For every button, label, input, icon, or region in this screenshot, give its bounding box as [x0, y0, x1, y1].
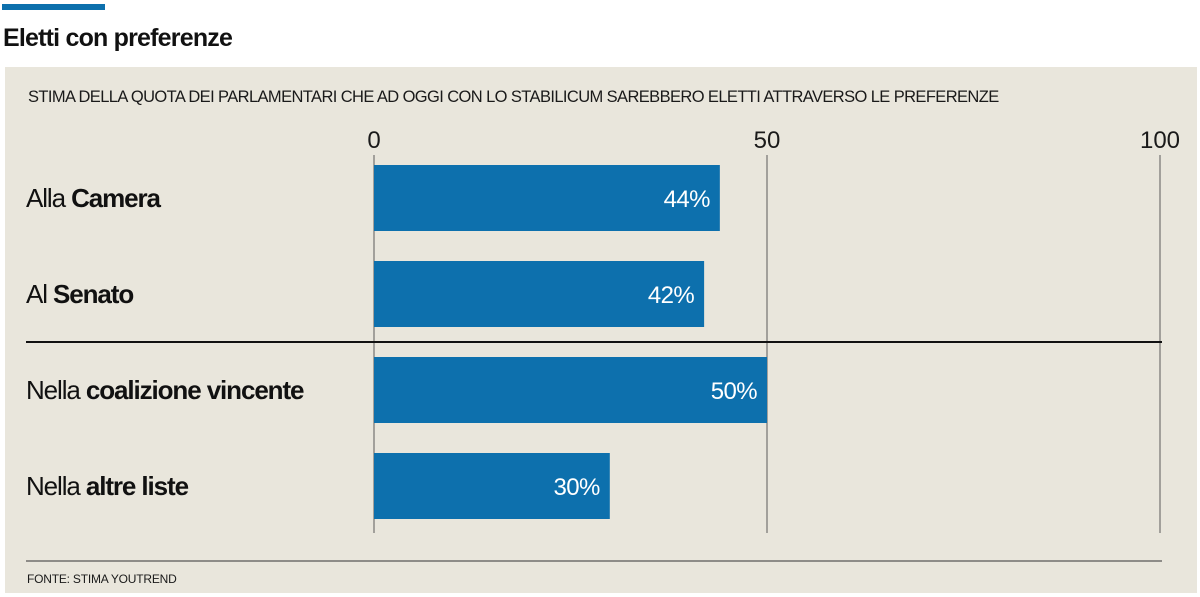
- tick-label-0: 0: [367, 127, 380, 154]
- category-prefix-1: Al: [26, 279, 53, 309]
- data-label-3: 30%: [554, 474, 600, 501]
- bar-2: [374, 357, 767, 423]
- bar-3: [374, 453, 610, 519]
- accent-rule: [2, 4, 105, 10]
- category-bold-1: Senato: [53, 279, 133, 309]
- chart-title: Eletti con preferenze: [3, 24, 233, 52]
- category-bold-3: altre liste: [86, 471, 189, 501]
- data-label-2: 50%: [711, 378, 757, 405]
- category-bold-2: coalizione vincente: [86, 375, 304, 405]
- tick-label-50: 50: [754, 127, 781, 154]
- category-prefix-3: Nella: [26, 471, 86, 501]
- source-note: FONTE: STIMA YOUTREND: [27, 572, 177, 586]
- bar-0: [374, 165, 720, 231]
- data-label-1: 42%: [648, 282, 694, 309]
- category-label-2: Nella coalizione vincente: [26, 375, 304, 405]
- category-label-3: Nella altre liste: [26, 471, 189, 501]
- chart-subtitle: STIMA DELLA QUOTA DEI PARLAMENTARI CHE A…: [28, 88, 999, 106]
- category-bold-0: Camera: [71, 183, 161, 213]
- data-label-0: 44%: [664, 186, 710, 213]
- tick-label-100: 100: [1140, 127, 1180, 154]
- category-label-1: Al Senato: [26, 279, 133, 309]
- category-prefix-0: Alla: [26, 183, 71, 213]
- category-prefix-2: Nella: [26, 375, 86, 405]
- category-label-0: Alla Camera: [26, 183, 162, 213]
- bar-1: [374, 261, 705, 327]
